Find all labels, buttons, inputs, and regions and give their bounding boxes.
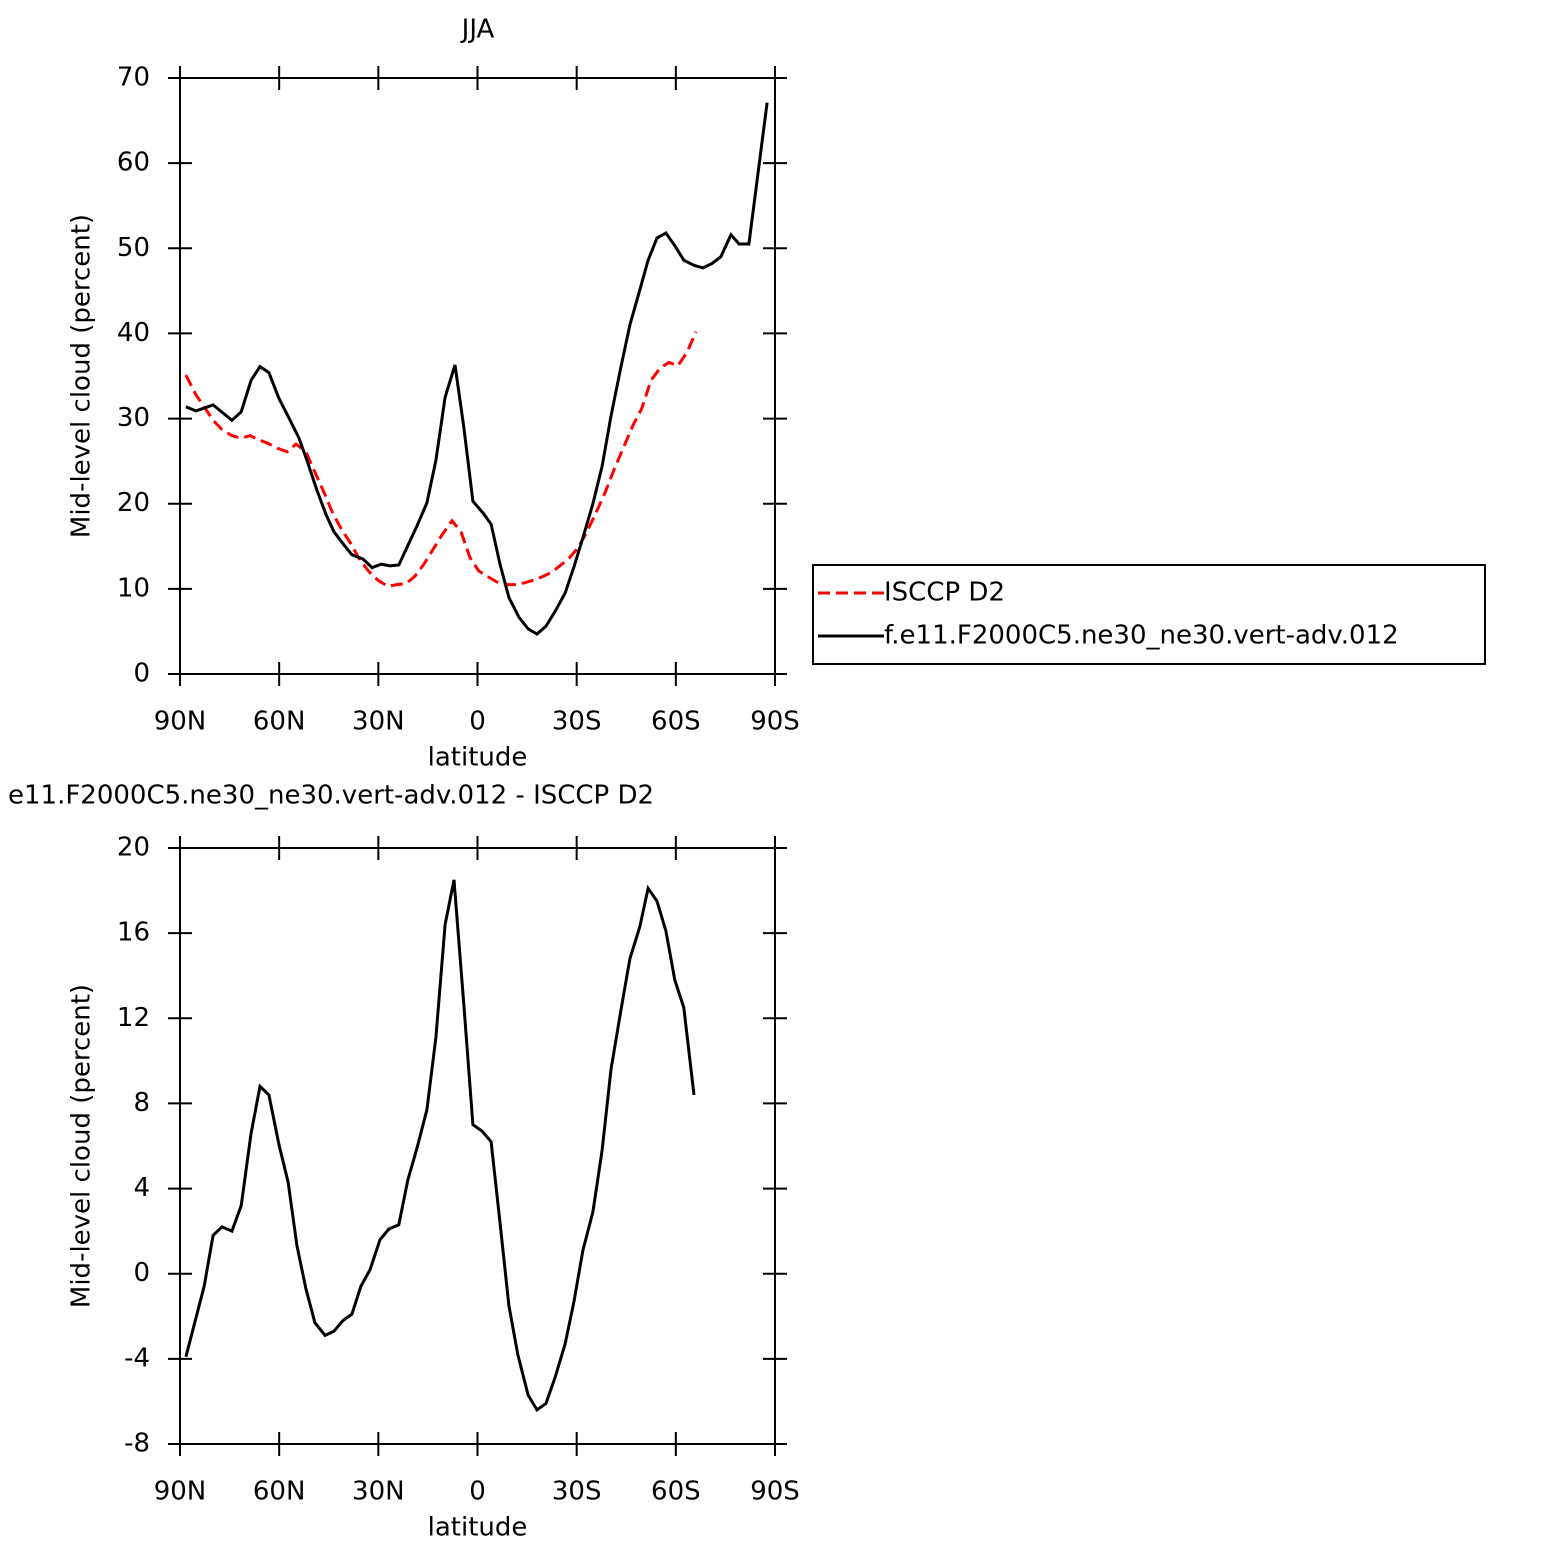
y-tick-label: 60 [117, 148, 150, 178]
y-axis-label: Mid-level cloud (percent) [67, 214, 97, 538]
x-tick-label: 30S [552, 1477, 602, 1507]
x-tick-label: 90N [154, 707, 207, 737]
x-tick-label: 60N [253, 707, 306, 737]
plot-frame [179, 847, 776, 1445]
y-tick-label: 20 [117, 833, 150, 863]
y-tick-label: 8 [133, 1088, 150, 1118]
legend-box [812, 564, 1486, 665]
data-line [185, 102, 769, 636]
x-tick-label: 0 [469, 707, 486, 737]
y-tick-label: -4 [124, 1343, 150, 1373]
y-tick-label: 50 [117, 233, 150, 263]
plot-frame [179, 77, 776, 675]
x-tick-label: 90S [750, 707, 800, 737]
chart-title: JJA [460, 15, 495, 45]
y-tick-label: 30 [117, 403, 150, 433]
y-tick-label: 10 [117, 573, 150, 603]
x-tick-label: 60S [651, 1477, 701, 1507]
x-axis-label: latitude [428, 743, 528, 773]
y-tick-label: 40 [117, 318, 150, 348]
chart-title: e11.F2000C5.ne30_ne30.vert-adv.012 - ISC… [8, 781, 654, 811]
data-line [184, 331, 698, 588]
x-tick-label: 60N [253, 1477, 306, 1507]
x-tick-label: 60S [651, 707, 701, 737]
y-axis-label: Mid-level cloud (percent) [67, 984, 97, 1308]
y-tick-label: 16 [117, 918, 150, 948]
y-tick-label: 0 [133, 659, 150, 689]
x-tick-label: 30S [552, 707, 602, 737]
y-tick-label: 70 [117, 63, 150, 93]
y-tick-label: 4 [133, 1173, 150, 1203]
x-tick-label: 90N [154, 1477, 207, 1507]
x-tick-label: 30N [352, 1477, 405, 1507]
x-tick-label: 30N [352, 707, 405, 737]
data-line [184, 879, 696, 1413]
y-tick-label: 12 [117, 1003, 150, 1033]
y-tick-label: -8 [124, 1429, 150, 1459]
x-tick-label: 0 [469, 1477, 486, 1507]
x-tick-label: 90S [750, 1477, 800, 1507]
legend-label: ISCCP D2 [884, 578, 1005, 608]
y-tick-label: 0 [133, 1258, 150, 1288]
legend-label: f.e11.F2000C5.ne30_ne30.vert-adv.012 [884, 621, 1399, 651]
y-tick-label: 20 [117, 488, 150, 518]
x-axis-label: latitude [428, 1513, 528, 1543]
